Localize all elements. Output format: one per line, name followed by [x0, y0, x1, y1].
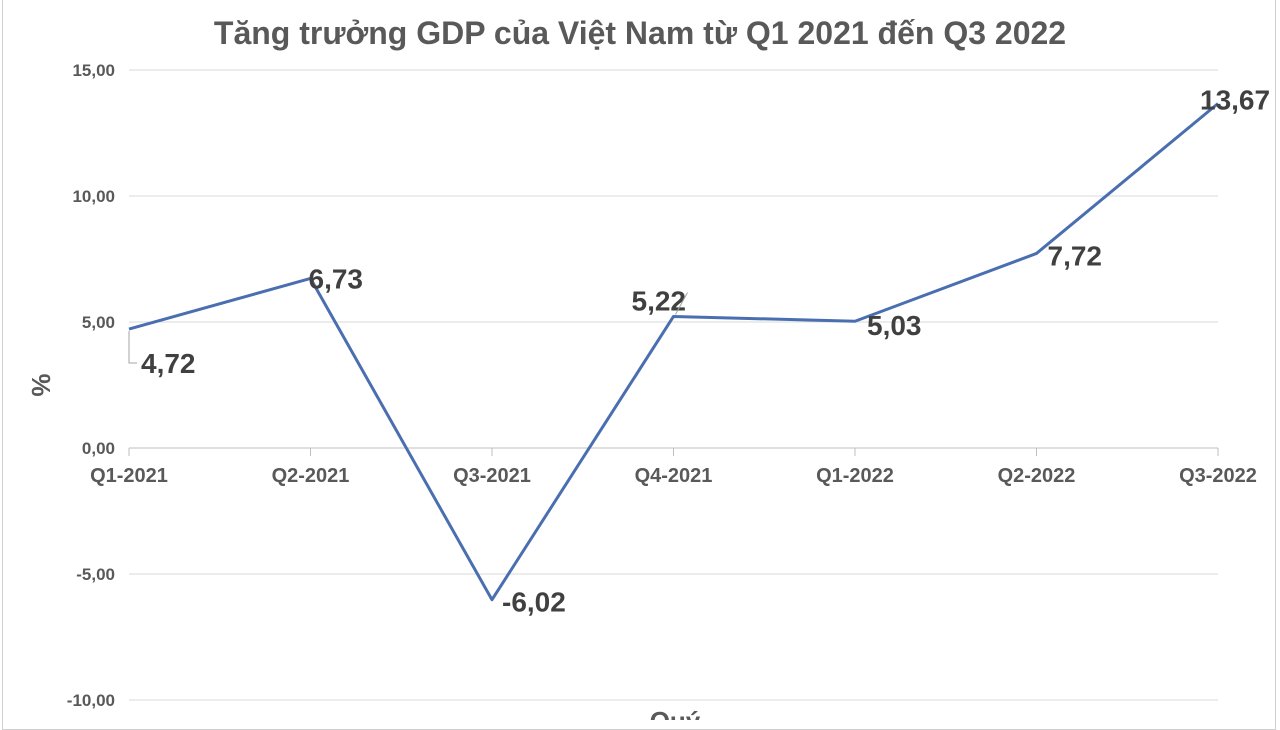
data-label: 4,72 [141, 348, 196, 379]
y-tick-label: -5,00 [76, 565, 115, 584]
x-tick-label: Q1-2021 [90, 465, 168, 487]
data-label: 7,72 [1048, 240, 1103, 271]
series-line [129, 103, 1218, 599]
data-label: 5,22 [632, 285, 687, 316]
chart-title: Tăng trưởng GDP của Việt Nam từ Q1 2021 … [214, 15, 1066, 51]
x-tick-label: Q3-2022 [1179, 465, 1257, 487]
y-tick-label: 5,00 [82, 313, 115, 332]
x-tick-labels: Q1-2021 Q2-2021 Q3-2021 Q4-2021 Q1-2022 Q2-20… [90, 465, 1257, 487]
y-tick-labels: -10,00 -5,00 0,00 5,00 10,00 15,00 [67, 61, 115, 710]
y-tick-label: 10,00 [72, 187, 115, 206]
gridlines [129, 70, 1218, 700]
data-label: 6,73 [309, 263, 364, 294]
x-tick-label: Q4-2021 [635, 465, 713, 487]
data-label: 13,67 [1200, 85, 1270, 116]
data-label: -6,02 [502, 587, 566, 618]
data-labels: 4,72 6,73 -6,02 5,22 5,03 7,72 13,67 [129, 85, 1270, 618]
x-tick-label: Q3-2021 [453, 465, 531, 487]
x-tick-label: Q2-2022 [998, 465, 1076, 487]
gdp-growth-line [129, 104, 1218, 600]
y-tick-label: -10,00 [67, 691, 115, 710]
y-tick-label: 0,00 [82, 439, 115, 458]
data-label: 5,03 [867, 310, 922, 341]
y-axis-title: % [26, 373, 56, 396]
leader-line [129, 331, 137, 363]
x-tick-label: Q2-2021 [272, 465, 350, 487]
x-axis-title: Quý [650, 706, 701, 720]
y-tick-label: 15,00 [72, 61, 115, 80]
x-tick-label: Q1-2022 [816, 465, 894, 487]
